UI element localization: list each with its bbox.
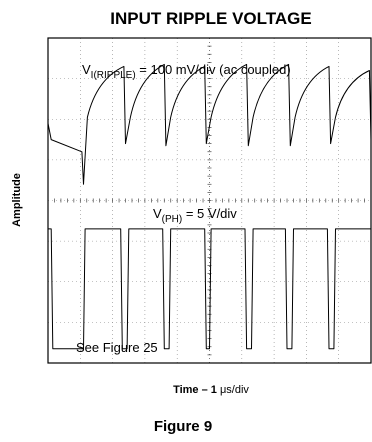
figure-label: Figure 9 xyxy=(154,418,212,435)
trace-input-ripple xyxy=(47,63,372,185)
series-label-ripple: VI(RIPPLE) = 100 mV/div (ac coupled) xyxy=(82,62,291,81)
x-axis-label: Time – 1 μs/div xyxy=(173,384,249,396)
traces xyxy=(47,63,372,350)
grid xyxy=(47,37,372,364)
see-figure-annotation: See Figure 25 xyxy=(76,340,158,355)
plot-frame xyxy=(47,37,372,364)
series-label-ph: V(PH) = 5 V/div xyxy=(153,206,237,225)
chart-title: INPUT RIPPLE VOLTAGE xyxy=(110,9,312,28)
y-axis-label: Amplitude xyxy=(11,173,23,227)
trace-phase-node xyxy=(48,228,371,350)
